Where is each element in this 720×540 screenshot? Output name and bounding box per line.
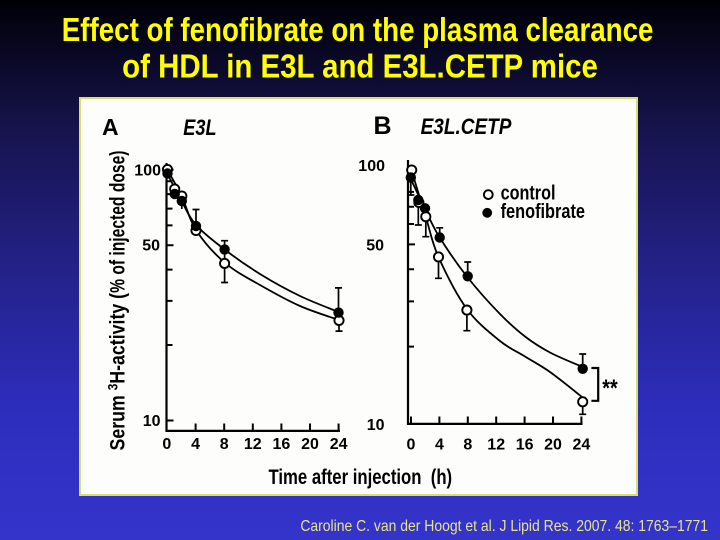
svg-text:24: 24 bbox=[330, 436, 348, 453]
svg-text:4: 4 bbox=[191, 436, 200, 453]
svg-text:24: 24 bbox=[573, 437, 591, 454]
svg-text:of HDL in E3L and E3L.CETP mic: of HDL in E3L and E3L.CETP mice bbox=[122, 48, 598, 85]
svg-text:4: 4 bbox=[435, 437, 444, 454]
svg-text:control: control bbox=[501, 182, 556, 204]
svg-text:Caroline C. van der Hoogt et a: Caroline C. van der Hoogt et al. J Lipid… bbox=[300, 517, 708, 535]
svg-text:10: 10 bbox=[367, 417, 385, 434]
svg-text:8: 8 bbox=[220, 436, 229, 453]
svg-text:E3L: E3L bbox=[183, 117, 216, 141]
svg-text:Effect of fenofibrate on the p: Effect of fenofibrate on the plasma clea… bbox=[62, 12, 654, 49]
svg-text:50: 50 bbox=[142, 238, 160, 255]
svg-text:fenofibrate: fenofibrate bbox=[501, 199, 585, 222]
svg-text:20: 20 bbox=[301, 436, 319, 453]
svg-text:A: A bbox=[102, 114, 119, 140]
svg-text:0: 0 bbox=[407, 437, 416, 454]
svg-text:0: 0 bbox=[162, 436, 171, 453]
svg-text:100: 100 bbox=[358, 158, 385, 175]
svg-text:Serum 3H-activity (% of inject: Serum 3H-activity (% of injected dose) bbox=[104, 151, 129, 451]
svg-text:**: ** bbox=[602, 374, 618, 401]
svg-text:50: 50 bbox=[366, 237, 384, 254]
svg-text:Time after injection (h): Time after injection (h) bbox=[268, 467, 452, 490]
svg-text:12: 12 bbox=[244, 436, 262, 453]
svg-text:16: 16 bbox=[273, 436, 291, 453]
svg-text:B: B bbox=[374, 112, 392, 140]
svg-text:100: 100 bbox=[134, 162, 161, 179]
svg-text:16: 16 bbox=[516, 437, 534, 454]
svg-text:8: 8 bbox=[463, 437, 472, 454]
svg-text:20: 20 bbox=[544, 437, 562, 454]
svg-text:12: 12 bbox=[487, 437, 505, 454]
svg-text:E3L.CETP: E3L.CETP bbox=[421, 115, 512, 140]
svg-text:10: 10 bbox=[143, 413, 161, 430]
